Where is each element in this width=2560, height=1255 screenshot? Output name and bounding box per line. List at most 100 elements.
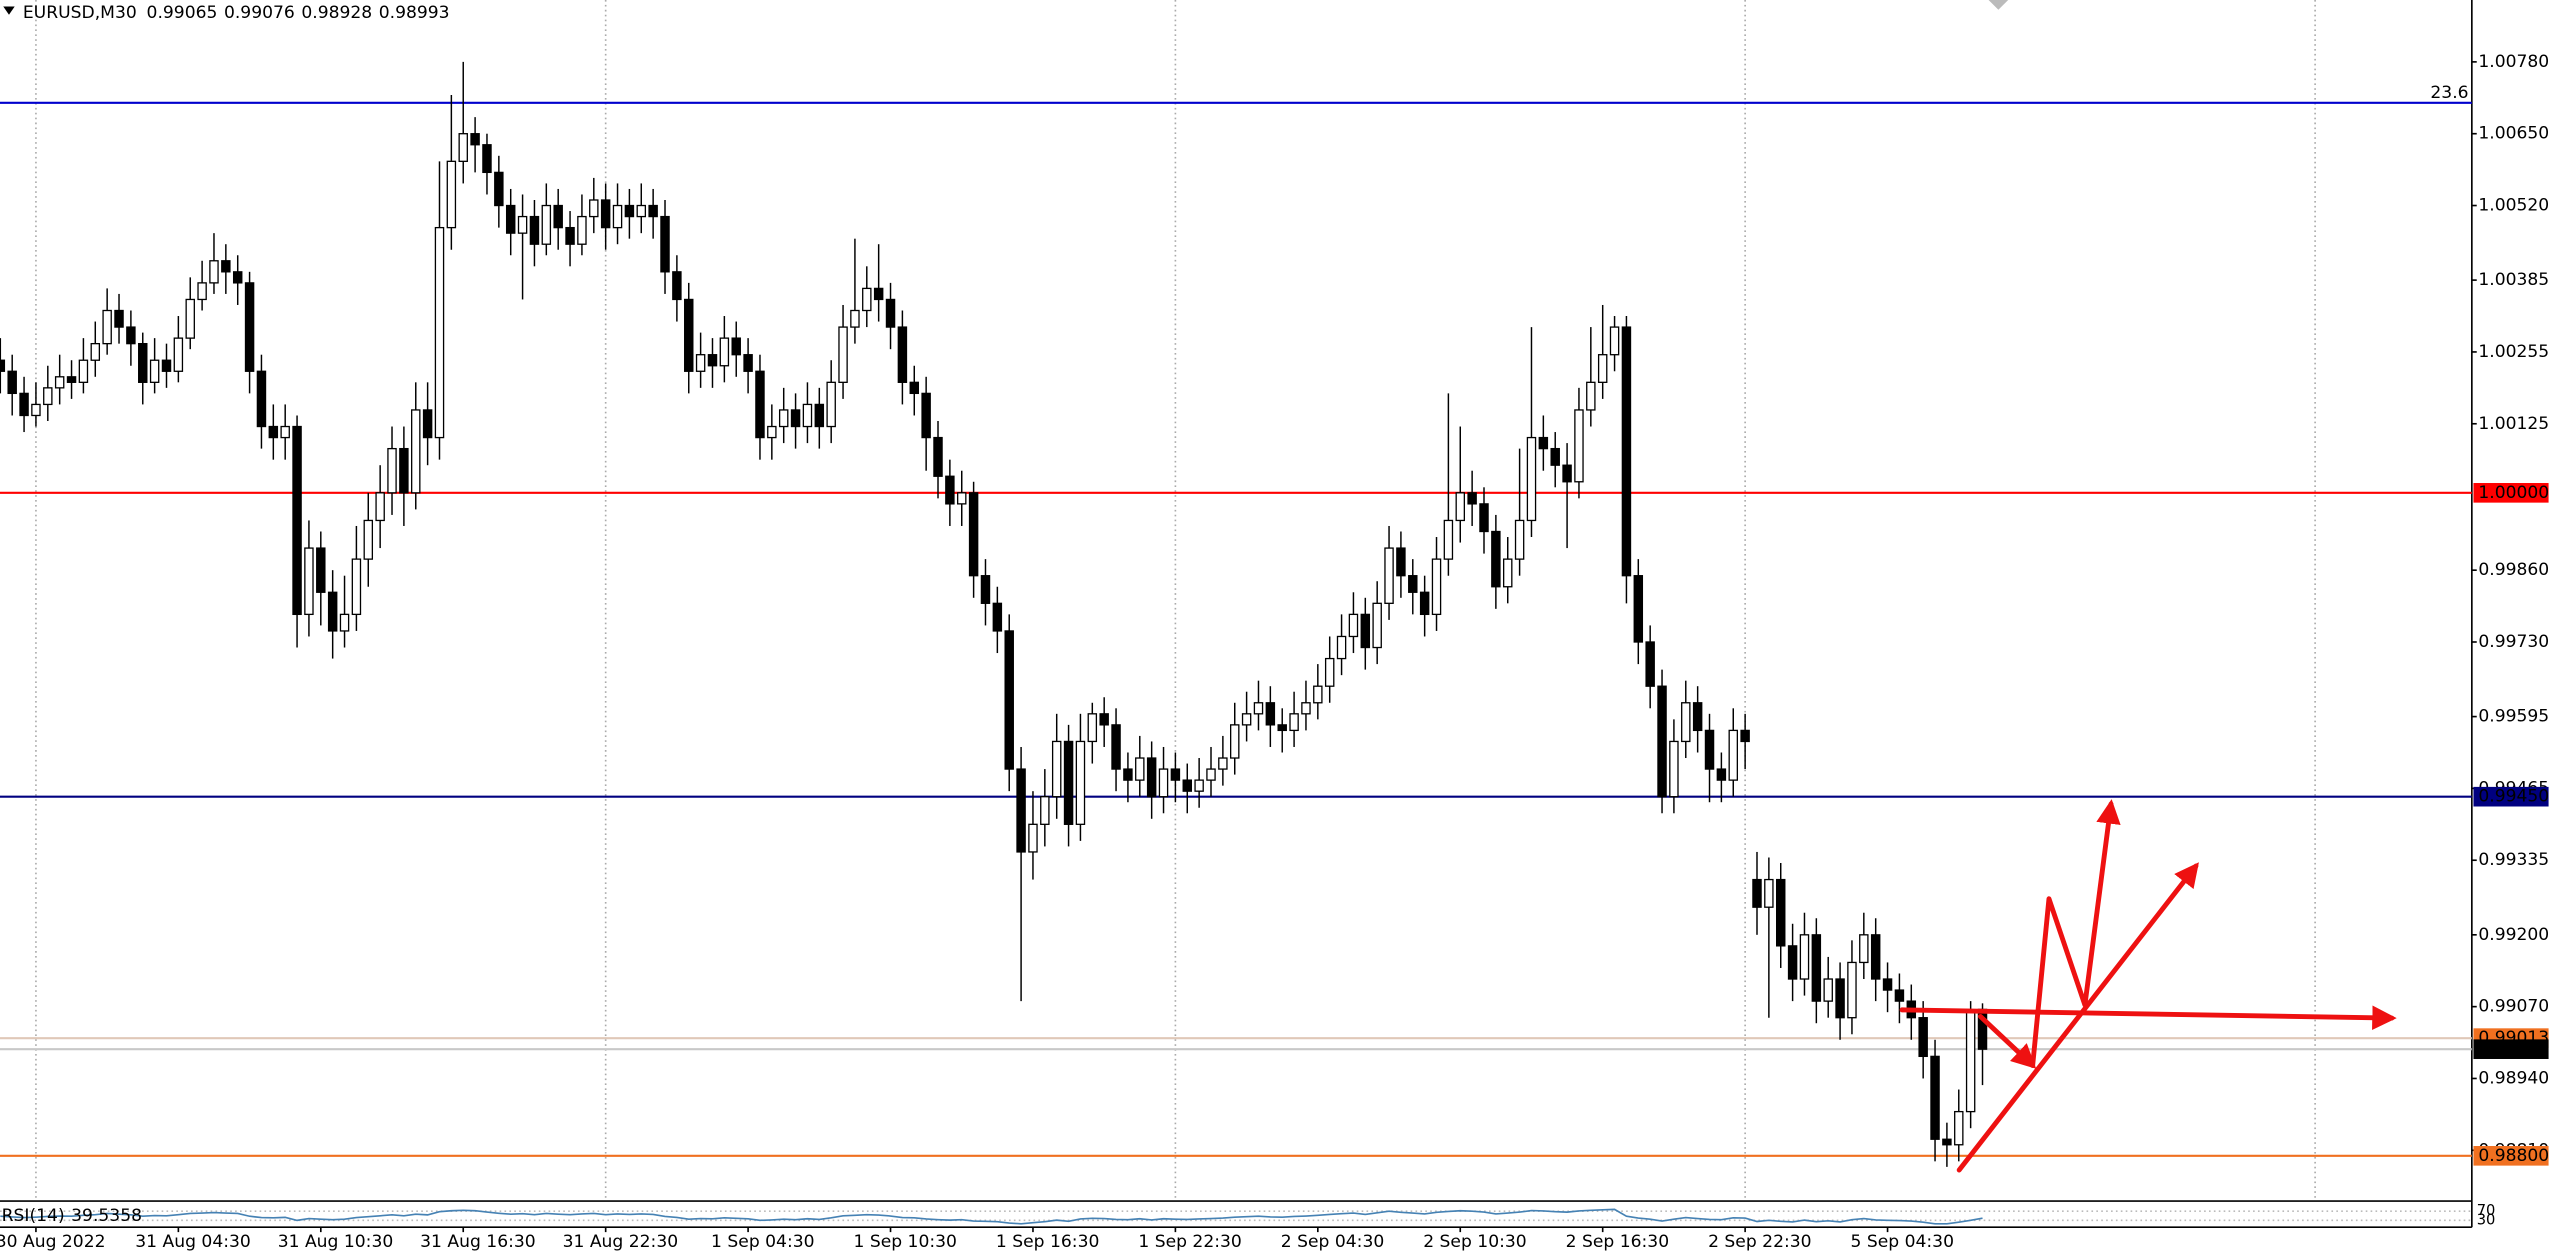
candle-body [1621,326,1632,577]
candle-body [1574,409,1584,483]
candle-body [1051,740,1062,798]
x-tick-label: 31 Aug 10:30 [278,1232,394,1252]
indicator-name: RSI(14) [2,1206,65,1226]
candle-body [1633,575,1644,643]
candle-body [838,326,848,383]
candle-body [351,558,362,616]
candle-body [232,271,243,284]
candle-body [565,226,575,245]
candle-body [1787,945,1798,980]
candle-body [482,144,492,174]
candle-body [1324,657,1335,687]
candle-body [553,204,563,229]
indicator-tick-label: 70 [2477,1202,2496,1219]
candle-body [909,381,920,395]
candle-body [1870,934,1881,980]
candle-body [149,359,160,383]
candle-body [885,298,896,328]
candle-body [316,547,326,593]
candle-body [1396,547,1406,577]
candle-body [684,298,694,372]
candle-body [375,492,385,522]
candle-body [1182,779,1193,792]
candle-body [256,370,267,428]
candle-body [1443,519,1454,560]
annotation-arrows [1899,799,2397,1173]
candle-body [1301,702,1311,715]
x-tick-label: 5 Sep 04:30 [1851,1232,1954,1252]
candle-body [1218,757,1228,770]
candle-body [1704,729,1715,770]
y-tick-label: 0.99335 [2478,850,2549,870]
candle-body [1408,575,1418,593]
x-tick-label: 31 Aug 04:30 [135,1232,251,1252]
candle-body [292,425,302,616]
candle-body [1930,1055,1940,1140]
y-tick-label: 0.98940 [2478,1068,2549,1088]
candle-body [161,359,172,372]
candle-body [1681,702,1691,743]
candle-body [648,204,658,218]
candle-body [138,342,148,383]
candle-body [1253,702,1264,715]
arrow [1956,862,2199,1173]
candle-body [1752,878,1762,908]
candle-body [921,392,931,439]
arrow [1899,1005,2397,1030]
candle-body [1230,724,1240,759]
arrow [1977,1013,2037,1069]
candle-body [755,370,765,439]
candle-body [1514,519,1525,560]
candle-body [672,271,682,301]
y-tick-label: 0.99730 [2478,632,2549,652]
candle-body [1692,702,1703,732]
candle-body [102,309,112,345]
candle-body [494,171,504,207]
candle-body [1265,702,1276,726]
candle-body [327,591,338,632]
candle-body [458,133,468,162]
close: 0.98993 [379,3,450,23]
candle-body [399,447,409,494]
candle-body [422,409,433,439]
candle-body [1894,989,1905,1002]
price-label-box [2473,786,2549,807]
candle-body [114,309,124,328]
candle-body [873,287,884,301]
candle-body [1146,757,1157,798]
candle-body [1965,1011,1976,1113]
price-label-box [2473,1039,2549,1059]
candle-body [1467,492,1477,505]
y-tick-label: 1.00125 [2478,414,2549,434]
candle-body [589,199,599,218]
indicator-header: RSI(14) 39.5358 [2,1206,142,1226]
candle-body [1419,591,1430,616]
x-tick-label: 30 Aug 2022 [0,1232,106,1252]
candle-body [470,133,480,146]
candle-body [529,215,540,245]
candle-body [862,287,872,312]
candle-body [1609,326,1620,356]
candle-body [767,425,777,439]
candle-body [778,409,789,428]
x-tick-label: 1 Sep 10:30 [853,1232,956,1252]
price-label: 0.98993 [2478,1039,2549,1059]
candle-body [1016,768,1026,853]
candle-body [1194,779,1204,792]
candle-body [31,403,41,417]
y-tick-label: 1.00385 [2478,270,2549,290]
x-tick-label: 2 Sep 22:30 [1708,1232,1811,1252]
y-tick-label: 0.99200 [2478,925,2549,945]
candle-body [209,260,219,284]
candle-body [1040,796,1050,825]
y-tick-label: 0.99860 [2478,560,2549,580]
candle-body [304,547,314,616]
candle-body [1491,530,1501,588]
candle-body [1550,447,1560,466]
y-tick-label: 1.00255 [2478,342,2549,362]
candle-body [66,376,77,383]
candle-body [1669,740,1679,798]
candle-body [1384,547,1394,604]
price-label: 0.98800 [2478,1146,2549,1166]
candle-body [1799,934,1810,980]
